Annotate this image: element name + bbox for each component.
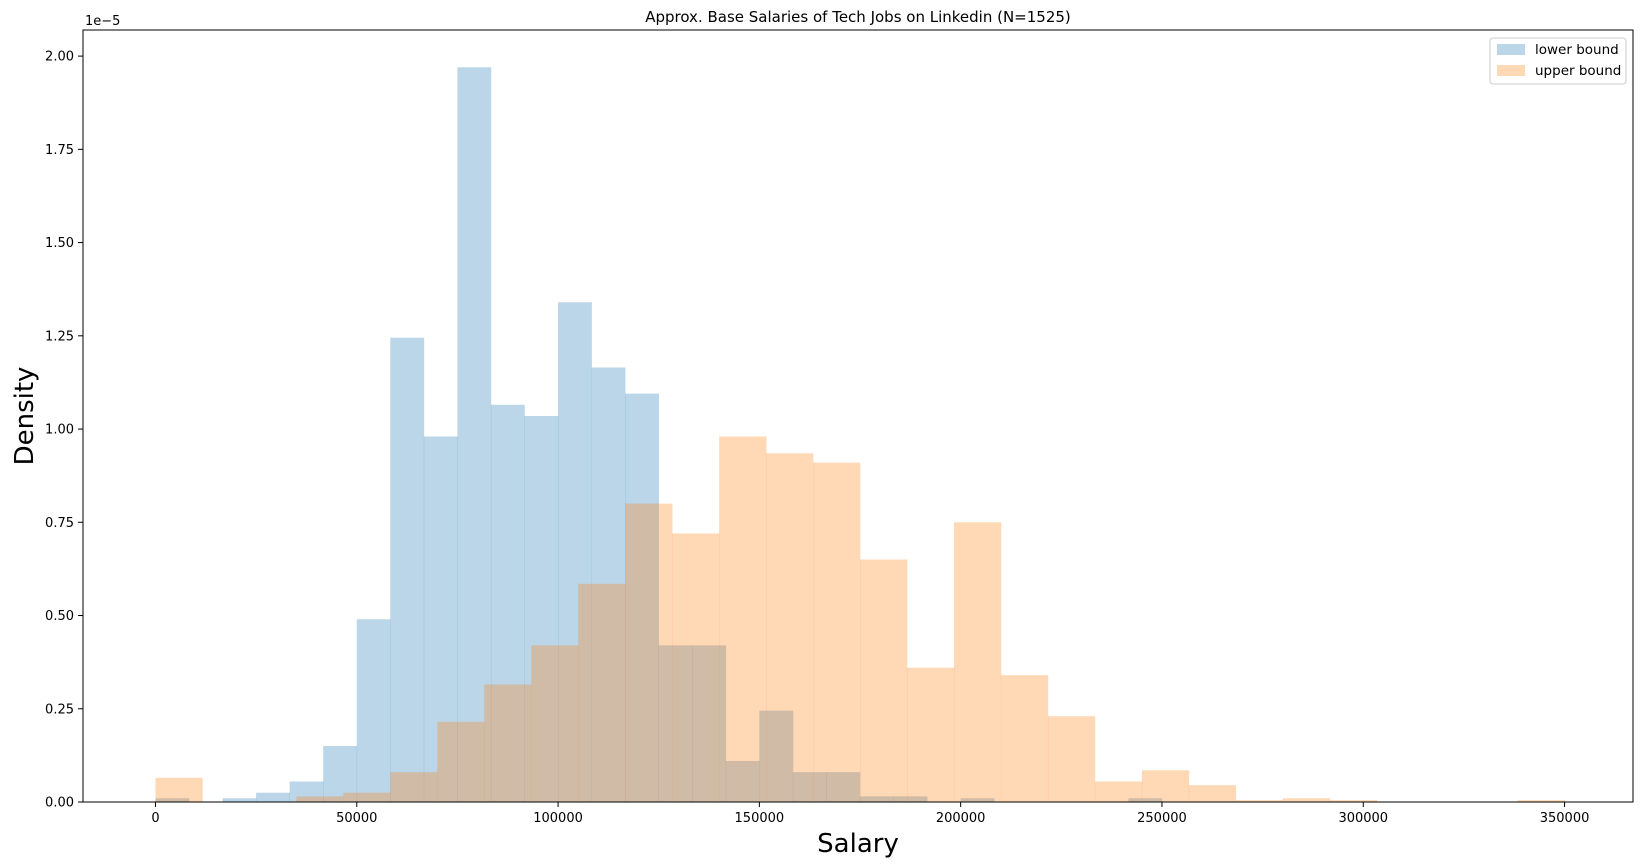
bar-lower-bound-19 [792, 772, 827, 802]
bar-lower-bound-29 [1128, 798, 1163, 802]
y-offset-label: 1e−5 [85, 14, 120, 29]
legend-swatch-lower-bound [1497, 44, 1525, 55]
bar-lower-bound-0 [155, 798, 190, 802]
bar-lower-bound-11 [524, 416, 559, 802]
bar-upper-bound-24 [1282, 798, 1331, 802]
bar-upper-bound-12 [719, 436, 767, 802]
y-tick-label: 2.00 [45, 50, 74, 65]
y-tick-label: 0.75 [45, 516, 74, 531]
bar-lower-bound-12 [558, 302, 592, 802]
bar-upper-bound-6 [437, 721, 485, 802]
x-tick-label: 50000 [336, 811, 377, 826]
bar-upper-bound-0 [155, 777, 203, 802]
chart-title: Approx. Base Salaries of Tech Jobs on Li… [645, 8, 1071, 26]
bar-lower-bound-5 [323, 746, 358, 802]
bar-upper-bound-10 [625, 503, 673, 802]
bar-upper-bound-9 [578, 583, 626, 802]
bar-upper-bound-25 [1329, 800, 1378, 802]
bar-lower-bound-13 [591, 367, 626, 802]
bar-upper-bound-5 [390, 772, 438, 802]
bar-lower-bound-4 [289, 781, 324, 802]
y-tick-label: 0.00 [45, 796, 74, 811]
y-axis-label: Density [10, 367, 40, 466]
bar-lower-bound-16 [692, 645, 727, 802]
bar-lower-bound-17 [725, 760, 760, 802]
legend-label-upper-bound: upper bound [1535, 63, 1621, 79]
y-tick-label: 1.00 [45, 423, 74, 438]
x-axis-ticks: 0 50000 100000 150000 200000 250000 300000 3500… [151, 802, 1589, 826]
bar-upper-bound-3 [296, 796, 344, 802]
bar-lower-bound-20 [826, 772, 861, 802]
bar-upper-bound-29 [1517, 800, 1565, 802]
bar-upper-bound-16 [907, 667, 955, 802]
bar-lower-bound-18 [759, 710, 794, 802]
bar-upper-bound-19 [1047, 716, 1096, 802]
x-tick-label: 100000 [533, 811, 583, 826]
y-tick-label: 1.75 [45, 143, 74, 158]
bar-lower-bound-6 [356, 619, 391, 802]
bar-lower-bound-9 [457, 67, 492, 803]
bar-upper-bound-8 [531, 645, 579, 802]
legend-box [1489, 37, 1627, 85]
y-tick-label: 1.50 [45, 236, 74, 251]
y-tick-label: 0.25 [45, 702, 74, 717]
bar-lower-bound-21 [859, 796, 894, 802]
bar-upper-bound-14 [813, 462, 861, 802]
bar-upper-bound-11 [672, 533, 720, 802]
bar-lower-bound-14 [625, 393, 659, 802]
bar-upper-bound-21 [1141, 770, 1190, 802]
bar-upper-bound-18 [1000, 675, 1049, 802]
bar-upper-bound-13 [766, 453, 814, 802]
plot-frame [82, 29, 1634, 803]
y-axis-ticks: 0.00 0.25 0.50 0.75 1.00 1.25 1.50 1.75 2.00 [45, 50, 83, 811]
bar-lower-bound-24 [960, 798, 995, 802]
bar-lower-bound-2 [222, 798, 257, 802]
bar-upper-bound-17 [953, 522, 1002, 802]
bar-lower-bound-3 [256, 792, 290, 802]
y-tick-label: 0.50 [45, 609, 74, 624]
bar-lower-bound-22 [893, 796, 928, 802]
x-tick-label: 300000 [1338, 811, 1388, 826]
x-tick-label: 200000 [936, 811, 986, 826]
legend-label-lower-bound: lower bound [1535, 42, 1619, 58]
bar-lower-bound-10 [490, 404, 525, 802]
x-tick-label: 150000 [735, 811, 785, 826]
x-axis-label: Salary [817, 829, 899, 859]
bar-lower-bound-15 [658, 645, 693, 802]
bar-upper-bound-15 [860, 559, 908, 802]
bar-lower-bound-7 [390, 337, 425, 802]
bar-upper-bound-7 [484, 684, 532, 802]
x-tick-label: 0 [151, 811, 159, 826]
x-tick-label: 350000 [1540, 811, 1590, 826]
legend: lower bound upper bound [1489, 37, 1627, 85]
y-tick-label: 1.25 [45, 329, 74, 344]
bar-upper-bound-4 [343, 792, 391, 802]
x-tick-label: 250000 [1137, 811, 1187, 826]
bar-upper-bound-23 [1235, 800, 1284, 802]
bar-upper-bound-20 [1094, 781, 1143, 802]
legend-swatch-upper-bound [1497, 65, 1525, 76]
bars-layer [155, 67, 1565, 803]
bar-upper-bound-22 [1188, 785, 1237, 802]
bar-lower-bound-8 [423, 436, 458, 802]
